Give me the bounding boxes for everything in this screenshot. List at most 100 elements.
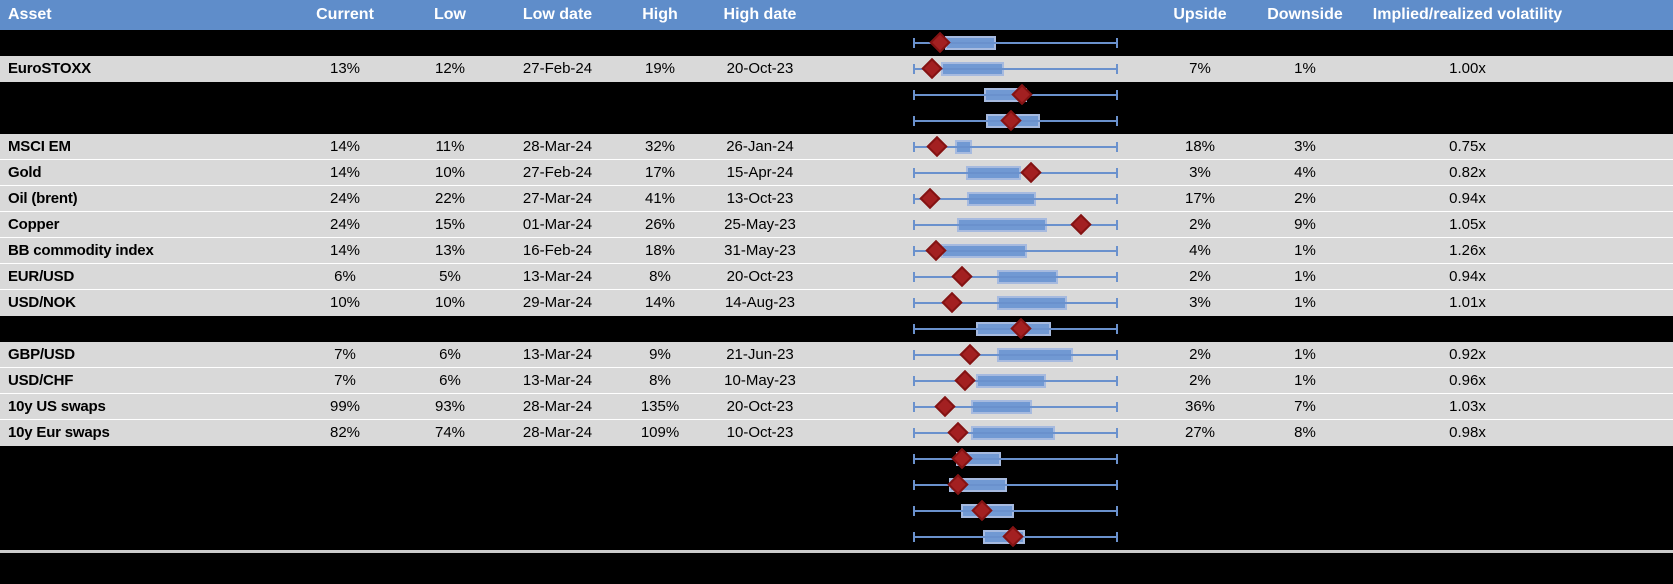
- range-boxplot: [815, 498, 1145, 524]
- current-marker-diamond: [921, 57, 943, 80]
- hidden-plot-row: [0, 498, 1673, 524]
- downside-cell: 1%: [1294, 242, 1316, 259]
- upside-cell: 17%: [1184, 190, 1216, 207]
- high-whisker-tick: [1116, 272, 1118, 282]
- range-boxplot: [815, 316, 1145, 342]
- high-cell: 9%: [649, 346, 671, 363]
- high-cell: 41%: [644, 190, 676, 207]
- downside-cell: 8%: [1294, 424, 1316, 441]
- high-whisker-tick: [1116, 324, 1118, 334]
- current-cell: 82%: [329, 424, 361, 441]
- column-header-downside: Downside: [1267, 6, 1343, 23]
- low-whisker-tick: [913, 246, 915, 256]
- implied-realized-cell: 1.26x: [1449, 242, 1486, 259]
- range-boxplot: [815, 82, 1145, 108]
- table-row-copper: Copper 24% 15% 01-Mar-24 26% 25-May-23 2% 9% 1.0…: [0, 212, 1673, 238]
- whisker-line: [913, 432, 1118, 434]
- upside-cell: 36%: [1184, 398, 1216, 415]
- whisker-line: [913, 68, 1118, 70]
- low-whisker-tick: [913, 506, 915, 516]
- high-cell: 8%: [649, 268, 671, 285]
- low-cell: 10%: [434, 294, 466, 311]
- hidden-plot-row: [0, 316, 1673, 342]
- low-cell: 22%: [434, 190, 466, 207]
- high-cell: 8%: [649, 372, 671, 389]
- column-header-implied-realized-volatility: Implied/realized volatility: [1372, 6, 1563, 23]
- current-cell: 24%: [329, 190, 361, 207]
- range-boxplot: [815, 108, 1145, 134]
- hidden-plot-row: [0, 524, 1673, 550]
- upside-cell: 2%: [1189, 216, 1211, 233]
- range-boxplot: [815, 134, 1145, 160]
- whisker-line: [913, 146, 1118, 148]
- range-boxplot: [815, 368, 1145, 394]
- current-marker-diamond: [947, 421, 969, 444]
- low-whisker-tick: [913, 402, 915, 412]
- whisker-line: [913, 406, 1118, 408]
- asset-cell: 10y Eur swaps: [8, 424, 110, 441]
- implied-realized-cell: 1.03x: [1449, 398, 1486, 415]
- low-cell: 74%: [434, 424, 466, 441]
- high-whisker-tick: [1116, 480, 1118, 490]
- column-header-asset: Asset: [8, 6, 52, 23]
- implied-realized-cell: 0.94x: [1449, 268, 1486, 285]
- asset-cell: 10y US swaps: [8, 398, 106, 415]
- high-whisker-tick: [1116, 116, 1118, 126]
- column-header-upside: Upside: [1173, 6, 1227, 23]
- low-whisker-tick: [913, 64, 915, 74]
- high-date-cell: 21-Jun-23: [726, 346, 794, 363]
- hidden-plot-row: [0, 472, 1673, 498]
- high-cell: 109%: [640, 424, 680, 441]
- range-boxplot: [815, 212, 1145, 238]
- low-date-cell: 13-Mar-24: [522, 372, 593, 389]
- downside-cell: 1%: [1294, 268, 1316, 285]
- downside-cell: 4%: [1294, 164, 1316, 181]
- current-marker-diamond: [1020, 161, 1042, 184]
- low-date-cell: 01-Mar-24: [522, 216, 593, 233]
- hidden-plot-row: [0, 82, 1673, 108]
- low-whisker-tick: [913, 428, 915, 438]
- high-date-cell: 13-Oct-23: [726, 190, 794, 207]
- low-whisker-tick: [913, 116, 915, 126]
- asset-cell: MSCI EM: [8, 138, 71, 155]
- high-whisker-tick: [1116, 38, 1118, 48]
- current-marker-diamond: [959, 343, 981, 366]
- current-cell: 14%: [329, 138, 361, 155]
- table-row-oil-brent: Oil (brent) 24% 22% 27-Mar-24 41% 13-Oct-23 17…: [0, 186, 1673, 212]
- low-cell: 13%: [434, 242, 466, 259]
- implied-realized-cell: 1.05x: [1449, 216, 1486, 233]
- table-row-eurostoxx: EuroSTOXX 13% 12% 27-Feb-24 19% 20-Oct-23 7% 1%…: [0, 56, 1673, 82]
- whisker-line: [913, 458, 1118, 460]
- table-row-gbp-usd: GBP/USD 7% 6% 13-Mar-24 9% 21-Jun-23 2% 1% 0.92x: [0, 342, 1673, 368]
- high-whisker-tick: [1116, 428, 1118, 438]
- whisker-line: [913, 224, 1118, 226]
- downside-cell: 9%: [1294, 216, 1316, 233]
- range-boxplot: [815, 56, 1145, 82]
- whisker-line: [913, 510, 1118, 512]
- low-whisker-tick: [913, 454, 915, 464]
- high-whisker-tick: [1116, 506, 1118, 516]
- table-row-gold: Gold 14% 10% 27-Feb-24 17% 15-Apr-24 3% 4% 0.82x: [0, 160, 1673, 186]
- column-header-high-date: High date: [723, 6, 797, 23]
- implied-realized-cell: 0.82x: [1449, 164, 1486, 181]
- low-cell: 10%: [434, 164, 466, 181]
- current-cell: 6%: [334, 268, 356, 285]
- column-header-high: High: [642, 6, 678, 23]
- low-date-cell: 27-Mar-24: [522, 190, 593, 207]
- current-cell: 13%: [329, 60, 361, 77]
- upside-cell: 3%: [1189, 164, 1211, 181]
- low-date-cell: 27-Feb-24: [522, 60, 593, 77]
- whisker-line: [913, 302, 1118, 304]
- table-row-10y-eur-swaps: 10y Eur swaps 82% 74% 28-Mar-24 109% 10-Oct-2…: [0, 420, 1673, 446]
- range-boxplot: [815, 420, 1145, 446]
- low-whisker-tick: [913, 194, 915, 204]
- low-whisker-tick: [913, 480, 915, 490]
- low-whisker-tick: [913, 220, 915, 230]
- range-boxplot: [815, 394, 1145, 420]
- current-cell: 24%: [329, 216, 361, 233]
- high-whisker-tick: [1116, 194, 1118, 204]
- current-cell: 7%: [334, 372, 356, 389]
- table-row-usd-chf: USD/CHF 7% 6% 13-Mar-24 8% 10-May-23 2% 1% 0.96x: [0, 368, 1673, 394]
- whisker-line: [913, 198, 1118, 200]
